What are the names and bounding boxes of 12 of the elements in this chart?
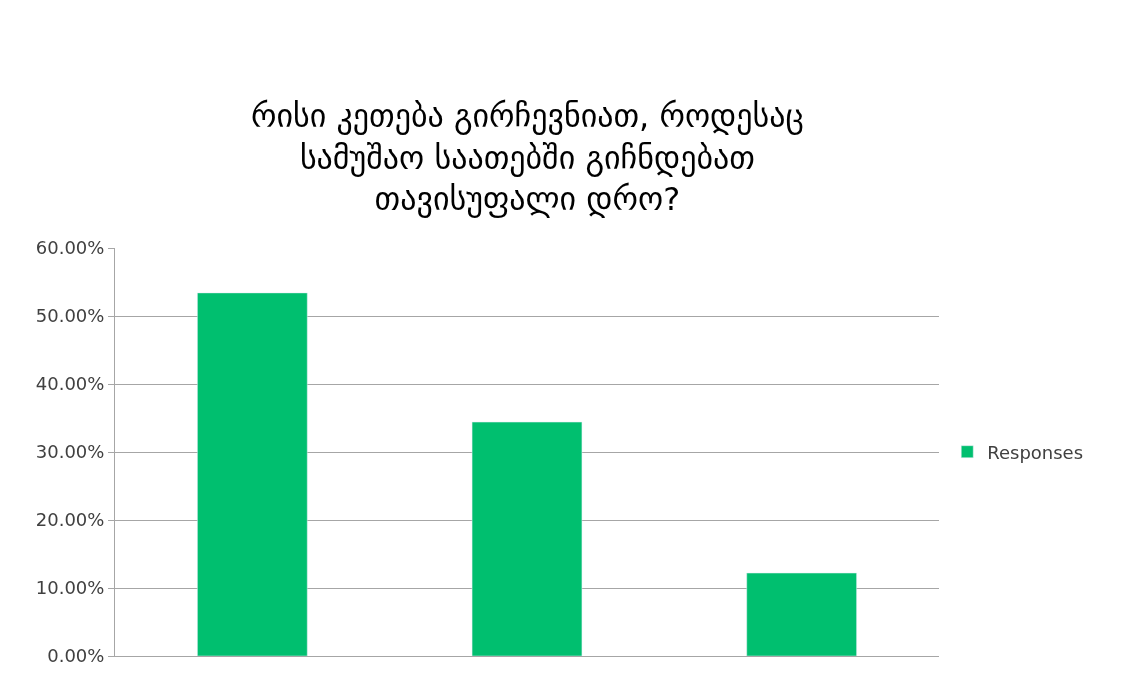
y-tick-label: 30.00%	[35, 441, 105, 463]
y-tick-label: 10.00%	[35, 577, 105, 599]
y-tick-label: 50.00%	[35, 305, 105, 327]
bar	[746, 572, 857, 656]
chart-title: რისი კეთება გირჩევნიათ, როდესაც სამუშაო საათებში გიჩნდებათ თავისუფალი დრო?	[251, 97, 804, 219]
y-tick-label: 40.00%	[35, 373, 105, 395]
bar	[197, 292, 308, 656]
legend-label: Responses	[987, 441, 1084, 463]
y-tick-label: 0.00%	[47, 645, 105, 667]
y-tick-label: 20.00%	[35, 509, 105, 531]
bar	[471, 421, 583, 656]
y-tick-label: 60.00%	[35, 237, 105, 259]
